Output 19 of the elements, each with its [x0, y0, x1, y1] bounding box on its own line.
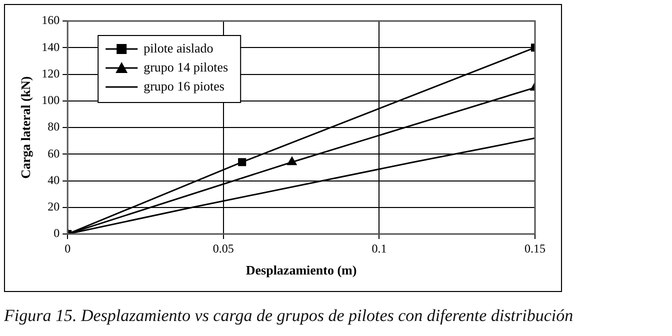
- y-tick-label: 60: [48, 146, 60, 160]
- y-tick-label: 20: [48, 200, 60, 214]
- legend-label: grupo 14 pilotes: [144, 59, 228, 74]
- y-tick-label: 40: [48, 172, 60, 187]
- y-tick-label: 80: [48, 120, 60, 134]
- x-tick-label: 0.15: [524, 241, 546, 256]
- legend-label: grupo 16 piotes: [144, 78, 224, 94]
- legend-label: pilote aislado: [144, 40, 214, 56]
- y-tick-label: 140: [42, 40, 60, 54]
- y-tick-label: 160: [42, 13, 60, 28]
- text: Figura 15. Desplazamiento vs carga de grupos de pilotes con diferente distribución: [4, 306, 574, 326]
- y-tick-label: 120: [42, 66, 60, 80]
- y-tick-label: 0: [54, 226, 60, 240]
- y-tick-label: 100: [42, 93, 60, 108]
- x-tick-label: 0: [64, 241, 71, 256]
- x-axis-title: Desplazamiento (m): [246, 262, 357, 278]
- x-tick-label: 0.05: [212, 241, 234, 256]
- x-tick-label: 0.1: [372, 241, 387, 256]
- y-axis-title: Carga lateral (kN): [18, 76, 34, 179]
